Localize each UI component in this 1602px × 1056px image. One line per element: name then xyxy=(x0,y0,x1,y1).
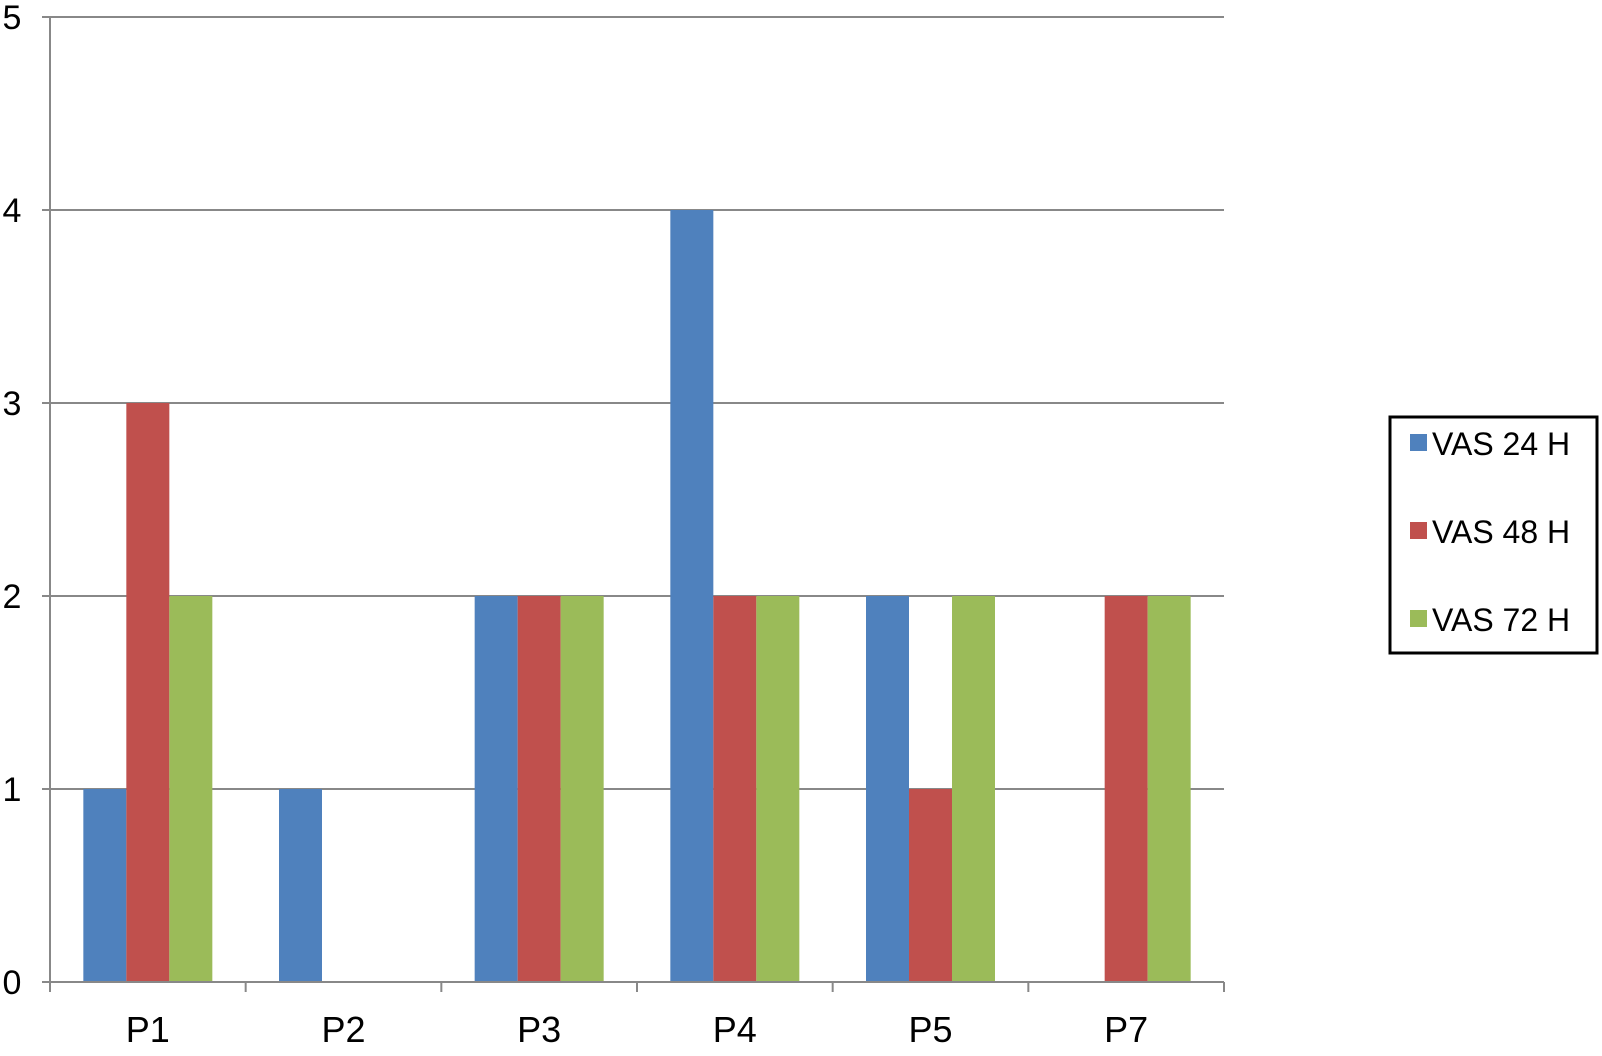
bar xyxy=(756,596,800,982)
bar xyxy=(517,596,561,982)
y-tick-label: 0 xyxy=(3,964,22,1002)
y-tick-label: 5 xyxy=(3,0,22,37)
x-tick-label: P2 xyxy=(321,1009,365,1050)
x-tick-labels: P1 P2 P3 P4 P5 P7 xyxy=(126,1009,1148,1050)
x-tick-label: P5 xyxy=(908,1009,952,1050)
legend-swatch xyxy=(1410,522,1427,539)
bar xyxy=(713,596,757,982)
y-tick-label: 2 xyxy=(3,578,22,616)
legend-label: VAS 48 H xyxy=(1432,514,1570,550)
legend-label: VAS 72 H xyxy=(1432,602,1570,638)
axes xyxy=(42,16,1225,992)
bar xyxy=(670,210,714,982)
bar xyxy=(909,789,952,982)
x-tick-label: P1 xyxy=(126,1009,170,1050)
y-tick-label: 1 xyxy=(3,771,22,809)
x-tick-label: P7 xyxy=(1104,1009,1148,1050)
bar xyxy=(279,789,322,982)
bar xyxy=(1104,596,1148,982)
legend: VAS 24 H VAS 48 H VAS 72 H xyxy=(1388,415,1599,655)
legend-swatch xyxy=(1410,610,1427,627)
x-tick-label: P3 xyxy=(517,1009,561,1050)
bar xyxy=(474,596,518,982)
bars xyxy=(83,210,1191,982)
legend-label: VAS 24 H xyxy=(1432,426,1570,462)
y-tick-label: 3 xyxy=(3,385,22,423)
legend-swatch xyxy=(1410,434,1427,451)
bar xyxy=(952,596,995,982)
bar xyxy=(1147,596,1191,982)
bar xyxy=(866,596,909,982)
bar xyxy=(83,789,127,982)
bar xyxy=(169,596,213,982)
y-tick-label: 4 xyxy=(3,192,22,230)
x-tick-label: P4 xyxy=(713,1009,757,1050)
bar xyxy=(126,403,170,982)
y-tick-labels: 0 1 2 3 4 5 xyxy=(3,0,22,1002)
gridlines xyxy=(50,16,1224,790)
bar xyxy=(560,596,604,982)
